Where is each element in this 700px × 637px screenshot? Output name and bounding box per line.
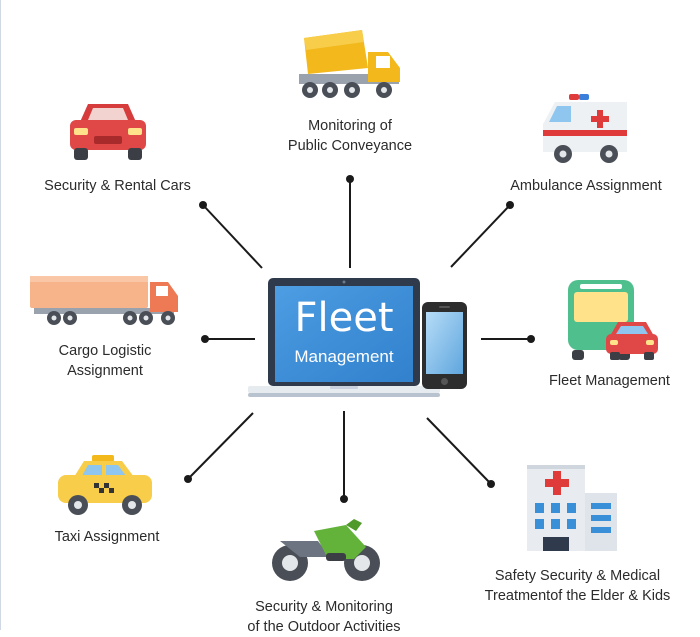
outdoor-line-1: Security & Monitoring bbox=[255, 599, 393, 615]
ambulance-label: Ambulance Assignment bbox=[510, 178, 662, 194]
connector-bottom-left bbox=[187, 412, 254, 480]
cargo-truck-icon bbox=[30, 276, 178, 325]
public-conveyance-line-2: Public Conveyance bbox=[287, 138, 413, 154]
connector-dot-top bbox=[346, 175, 354, 183]
hub-title: Fleet bbox=[294, 295, 394, 341]
ambulance-icon bbox=[543, 94, 627, 163]
connector-dot-top-right bbox=[506, 201, 514, 209]
connector-dot-left bbox=[201, 335, 209, 343]
connector-top-right bbox=[450, 204, 511, 268]
medical-line-2: Treatmentof the Elder & Kids bbox=[484, 588, 671, 604]
laptop-icon bbox=[248, 278, 440, 397]
public-conveyance-line-1: Monitoring of bbox=[308, 118, 392, 134]
connector-dot-top-left bbox=[199, 201, 207, 209]
smartphone-icon bbox=[422, 302, 467, 389]
connector-bottom-right bbox=[426, 417, 492, 485]
bus-and-car-icon bbox=[568, 280, 658, 360]
medical-label: Safety Security & Medical Treatmentof th… bbox=[470, 566, 685, 606]
cargo-line-2: Assignment bbox=[67, 363, 143, 379]
connector-dot-bottom-right bbox=[487, 480, 495, 488]
cement-truck-icon bbox=[299, 30, 400, 98]
connector-dot-bottom-left bbox=[184, 475, 192, 483]
outdoor-label: Security & Monitoring of the Outdoor Act… bbox=[224, 597, 424, 637]
motorcycle-icon bbox=[272, 519, 380, 581]
taxi-label: Taxi Assignment bbox=[54, 529, 160, 545]
outdoor-line-2: of the Outdoor Activities bbox=[247, 619, 401, 635]
hub-subtitle: Management bbox=[294, 347, 394, 366]
rental-cars-label: Security & Rental Cars bbox=[44, 178, 191, 194]
medical-line-1: Safety Security & Medical bbox=[494, 568, 661, 584]
connector-dot-bottom bbox=[340, 495, 348, 503]
hospital-icon bbox=[527, 465, 617, 551]
cargo-label: Cargo Logistic Assignment bbox=[20, 341, 190, 381]
fleet-label: Fleet Management bbox=[549, 373, 670, 389]
red-car-icon bbox=[70, 104, 146, 160]
public-conveyance-label: Monitoring of Public Conveyance bbox=[250, 116, 450, 156]
cargo-line-1: Cargo Logistic bbox=[58, 343, 152, 359]
connector-dot-right bbox=[527, 335, 535, 343]
frame-border bbox=[0, 0, 1, 630]
connector-top-left bbox=[202, 204, 263, 269]
taxi-icon bbox=[58, 455, 152, 515]
